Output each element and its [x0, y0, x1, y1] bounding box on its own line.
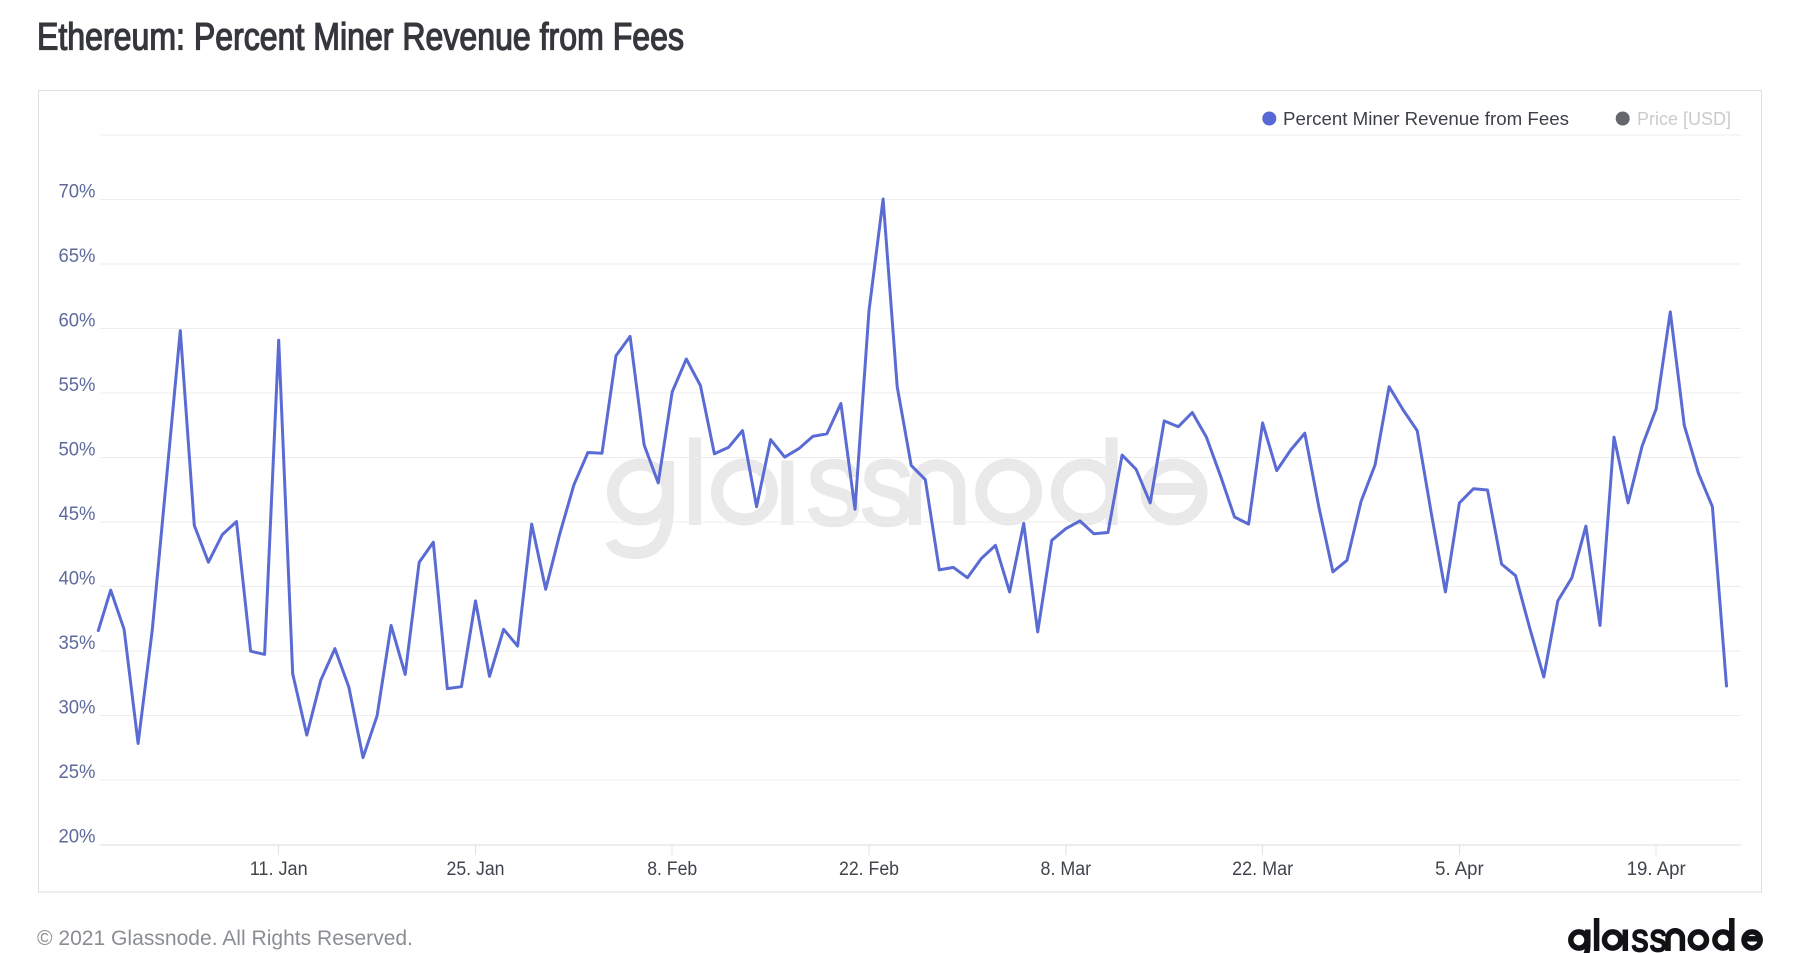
- svg-text:s: s: [1650, 917, 1667, 953]
- svg-text:22. Feb: 22. Feb: [839, 859, 899, 880]
- svg-text:40%: 40%: [59, 568, 96, 589]
- svg-text:50%: 50%: [59, 439, 96, 460]
- svg-text:22. Mar: 22. Mar: [1232, 859, 1294, 880]
- svg-text:35%: 35%: [59, 633, 96, 654]
- svg-text:65%: 65%: [59, 246, 96, 267]
- svg-text:s: s: [860, 415, 914, 551]
- svg-text:5. Apr: 5. Apr: [1435, 859, 1484, 880]
- svg-text:30%: 30%: [59, 697, 96, 718]
- svg-text:8. Feb: 8. Feb: [647, 859, 697, 880]
- svg-text:Percent Miner Revenue from Fee: Percent Miner Revenue from Fees: [1283, 109, 1569, 129]
- svg-text:55%: 55%: [59, 375, 96, 396]
- svg-text:70%: 70%: [59, 181, 96, 202]
- svg-text:19. Apr: 19. Apr: [1627, 859, 1687, 880]
- svg-text:© 2021 Glassnode. All Rights R: © 2021 Glassnode. All Rights Reserved.: [37, 927, 413, 950]
- svg-text:25%: 25%: [59, 762, 96, 783]
- svg-text:Price [USD]: Price [USD]: [1637, 109, 1731, 129]
- svg-text:s: s: [1632, 917, 1649, 953]
- svg-text:45%: 45%: [59, 504, 96, 525]
- svg-text:11. Jan: 11. Jan: [250, 859, 308, 880]
- svg-text:Ethereum: Percent Miner Revenu: Ethereum: Percent Miner Revenue from Fee…: [37, 17, 684, 59]
- svg-text:20%: 20%: [59, 827, 96, 848]
- svg-text:60%: 60%: [59, 310, 96, 331]
- svg-text:8. Mar: 8. Mar: [1041, 859, 1092, 880]
- svg-text:25. Jan: 25. Jan: [447, 859, 505, 880]
